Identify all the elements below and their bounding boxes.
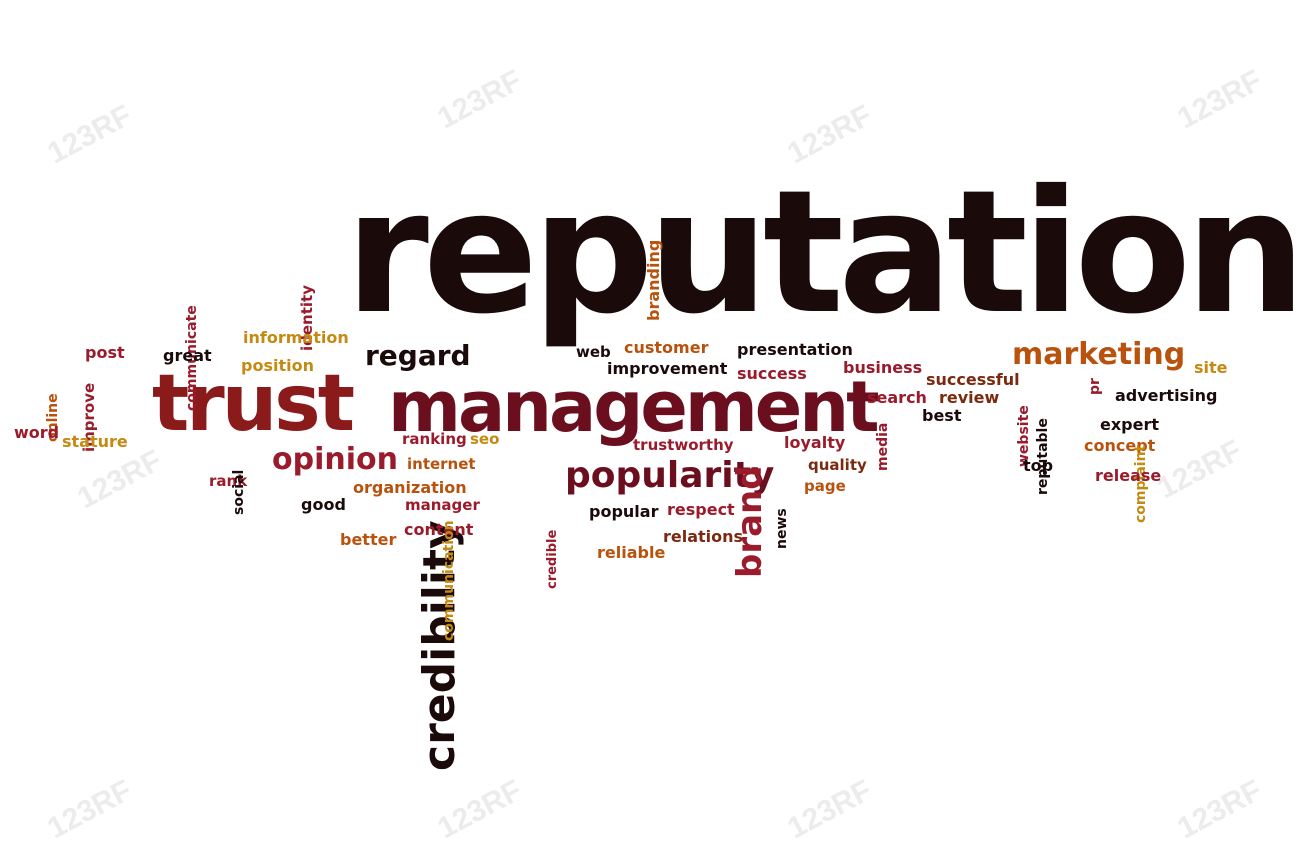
cloud-word-review: review bbox=[939, 388, 1000, 407]
cloud-word-social: social bbox=[231, 469, 247, 515]
cloud-word-reliable: reliable bbox=[597, 543, 666, 562]
cloud-word-presentation: presentation bbox=[737, 340, 853, 359]
cloud-word-regard: regard bbox=[365, 339, 471, 372]
cloud-word-branding: branding bbox=[644, 239, 663, 321]
cloud-word-information: information bbox=[243, 328, 349, 347]
cloud-word-seo: seo bbox=[470, 430, 500, 448]
cloud-word-customer: customer bbox=[624, 338, 709, 357]
cloud-word-content: content bbox=[404, 520, 474, 539]
cloud-word-marketing: marketing bbox=[1012, 337, 1186, 372]
watermark: 123RF bbox=[432, 63, 528, 136]
cloud-word-web: web bbox=[576, 343, 611, 361]
cloud-word-quality: quality bbox=[808, 456, 867, 474]
cloud-word-media: media bbox=[875, 422, 891, 471]
cloud-word-pr: pr bbox=[1087, 378, 1103, 395]
cloud-word-opinion: opinion bbox=[272, 442, 398, 477]
watermark: 123RF bbox=[1172, 63, 1268, 136]
cloud-word-success: success bbox=[737, 364, 807, 383]
cloud-word-stature: stature bbox=[62, 432, 128, 451]
cloud-word-great: great bbox=[163, 346, 212, 365]
cloud-word-internet: internet bbox=[407, 455, 476, 473]
cloud-word-word: word bbox=[14, 423, 60, 442]
cloud-word-improvement: improvement bbox=[607, 359, 728, 378]
cloud-word-organization: organization bbox=[353, 478, 467, 497]
cloud-word-brand: brand bbox=[730, 465, 770, 578]
cloud-word-loyalty: loyalty bbox=[784, 433, 846, 452]
cloud-word-top: top bbox=[1023, 456, 1054, 475]
cloud-word-news: news bbox=[774, 508, 790, 549]
cloud-word-release: release bbox=[1095, 466, 1162, 485]
cloud-word-concept: concept bbox=[1084, 436, 1156, 455]
cloud-word-post: post bbox=[85, 343, 125, 362]
watermark: 123RF bbox=[42, 773, 138, 846]
cloud-word-popularity: popularity bbox=[565, 455, 775, 496]
cloud-word-communication: communication bbox=[441, 520, 457, 641]
cloud-word-site: site bbox=[1194, 358, 1228, 377]
cloud-word-good: good bbox=[301, 495, 346, 514]
cloud-word-business: business bbox=[843, 358, 923, 377]
cloud-word-expert: expert bbox=[1100, 415, 1160, 434]
cloud-word-better: better bbox=[340, 530, 397, 549]
cloud-word-rank: rank bbox=[209, 472, 248, 490]
watermark: 123RF bbox=[1172, 773, 1268, 846]
cloud-word-advertising: advertising bbox=[1115, 386, 1218, 405]
cloud-word-search: search bbox=[867, 388, 927, 407]
cloud-word-credible: credible bbox=[545, 529, 560, 589]
cloud-word-respect: respect bbox=[667, 500, 735, 519]
cloud-word-ranking: ranking bbox=[402, 430, 467, 448]
cloud-word-manager: manager bbox=[405, 496, 480, 514]
cloud-word-trustworthy: trustworthy bbox=[633, 436, 734, 454]
watermark: 123RF bbox=[42, 98, 138, 171]
cloud-word-relations: relations bbox=[663, 527, 744, 546]
cloud-word-page: page bbox=[804, 477, 846, 495]
cloud-word-popular: popular bbox=[589, 502, 659, 521]
cloud-word-position: position bbox=[241, 356, 314, 375]
cloud-word-best: best bbox=[922, 406, 962, 425]
cloud-word-trust: trust bbox=[152, 359, 355, 449]
watermark: 123RF bbox=[782, 773, 878, 846]
cloud-word-management: management bbox=[388, 366, 880, 448]
cloud-word-reputation: reputation bbox=[345, 154, 1300, 352]
cloud-word-successful: successful bbox=[926, 370, 1020, 389]
